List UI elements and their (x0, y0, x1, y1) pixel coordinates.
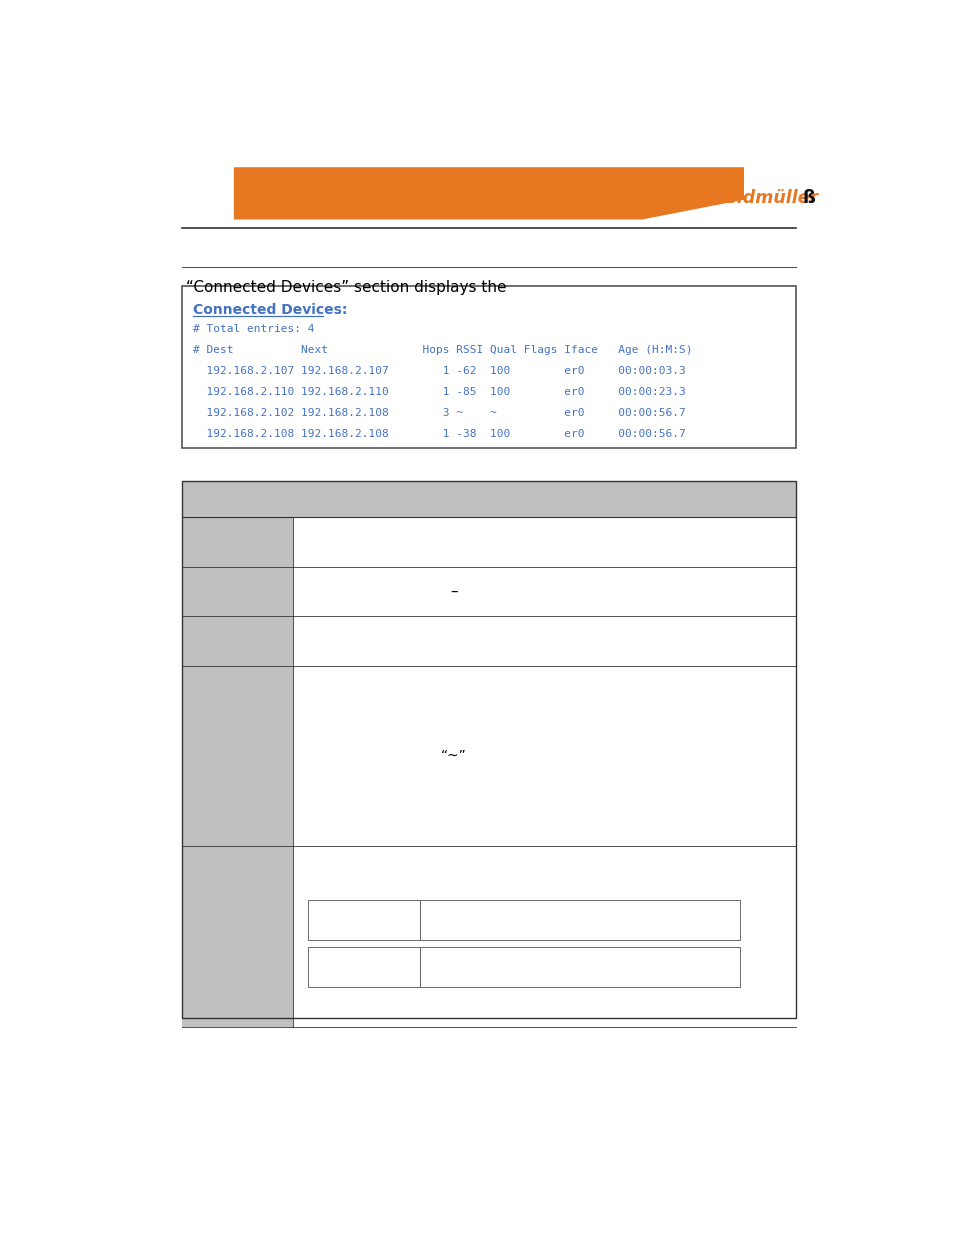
FancyBboxPatch shape (293, 846, 795, 1026)
FancyBboxPatch shape (182, 846, 293, 1026)
FancyBboxPatch shape (293, 666, 795, 846)
FancyBboxPatch shape (182, 666, 293, 846)
Text: “~”: “~” (440, 748, 466, 763)
FancyBboxPatch shape (419, 900, 740, 940)
FancyBboxPatch shape (307, 900, 419, 940)
Text: 192.168.2.108 192.168.2.108        1 -38  100        er0     00:00:56.7: 192.168.2.108 192.168.2.108 1 -38 100 er… (193, 429, 685, 438)
FancyBboxPatch shape (293, 517, 795, 567)
FancyBboxPatch shape (182, 567, 293, 616)
Text: Connected Devices:: Connected Devices: (193, 304, 347, 317)
Text: ß: ß (801, 189, 815, 207)
Text: “Connected Devices” section displays the: “Connected Devices” section displays the (186, 280, 506, 295)
Text: # Total entries: 4: # Total entries: 4 (193, 324, 314, 335)
Text: 192.168.2.107 192.168.2.107        1 -62  100        er0     00:00:03.3: 192.168.2.107 192.168.2.107 1 -62 100 er… (193, 366, 685, 375)
FancyBboxPatch shape (293, 616, 795, 666)
FancyBboxPatch shape (182, 517, 293, 567)
Text: –: – (449, 584, 456, 599)
Polygon shape (233, 167, 743, 220)
FancyBboxPatch shape (293, 567, 795, 616)
FancyBboxPatch shape (182, 616, 293, 666)
FancyBboxPatch shape (182, 287, 795, 448)
FancyBboxPatch shape (419, 947, 740, 987)
Text: # Dest          Next              Hops RSSI Qual Flags Iface   Age (H:M:S): # Dest Next Hops RSSI Qual Flags Iface A… (193, 345, 692, 354)
Text: 192.168.2.110 192.168.2.110        1 -85  100        er0     00:00:23.3: 192.168.2.110 192.168.2.110 1 -85 100 er… (193, 387, 685, 396)
FancyBboxPatch shape (182, 482, 795, 517)
Text: 192.168.2.102 192.168.2.108        3 ~    ~          er0     00:00:56.7: 192.168.2.102 192.168.2.108 3 ~ ~ er0 00… (193, 408, 685, 417)
Text: Weidmüller: Weidmüller (706, 189, 818, 207)
FancyBboxPatch shape (307, 947, 419, 987)
